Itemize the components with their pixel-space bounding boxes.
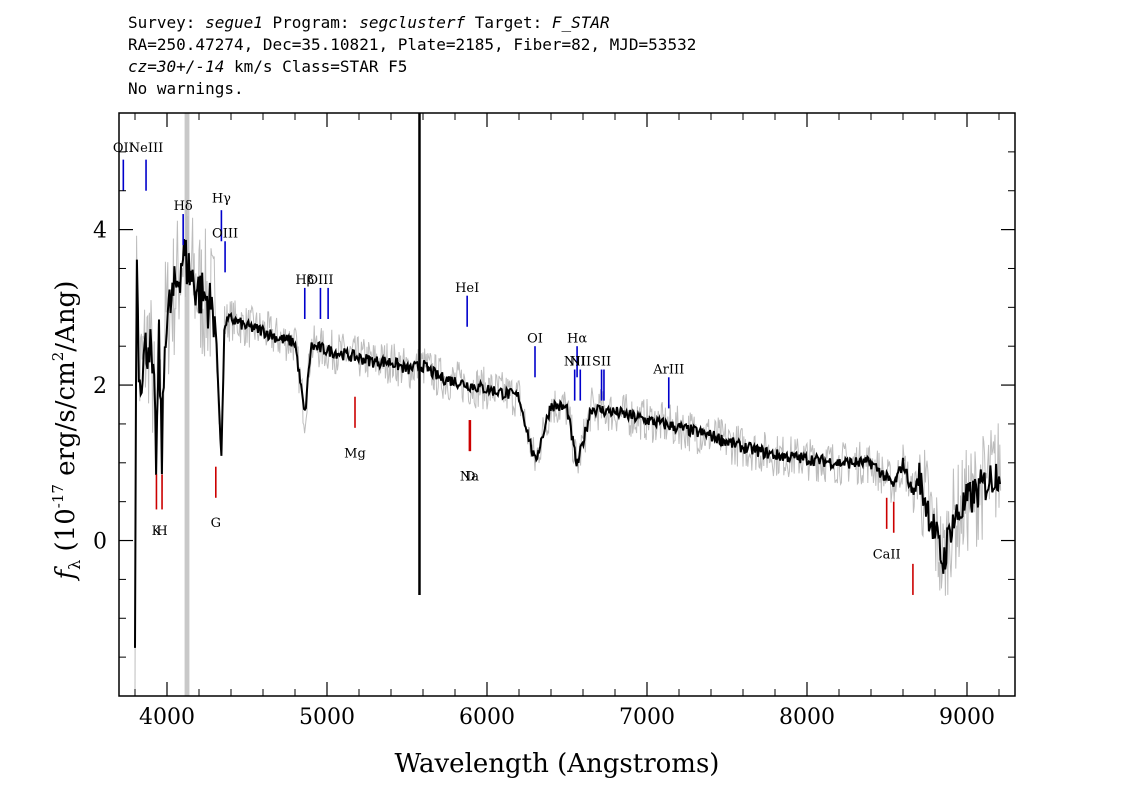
y-axis-label: fλ (10-17 erg/s/cm2/Ang) [49, 281, 84, 582]
spectrum-header: Survey: segue1 Program: segclusterf Targ… [128, 12, 696, 100]
y-axis-label-part-6: /Ang) [51, 281, 81, 352]
y-axis-label-part-4: erg/s/cm [51, 361, 81, 484]
survey-value: segue1 [205, 13, 263, 32]
x-tick-label-5: 9000 [939, 705, 995, 730]
y-tick-label-1: 2 [93, 374, 107, 399]
emission-line-label-13: SII [592, 355, 611, 370]
x-tick-label-0: 4000 [139, 705, 195, 730]
plot-frame [118, 112, 1016, 697]
emission-line-label-0: OII [113, 141, 134, 156]
absorption-line-label-3: Mg [344, 446, 366, 461]
header-line-warnings: No warnings. [128, 79, 244, 98]
y-axis-label-part-3: -17 [49, 484, 67, 508]
header-line-coords: RA=250.47274, Dec=35.10821, Plate=2185, … [128, 35, 697, 54]
absorption-line-label-5: D [465, 470, 475, 485]
program-value: segclusterf [359, 13, 466, 32]
header-line-redshift: cz=30+/-14 km/s Class=STAR F5 [128, 56, 696, 78]
x-tick-label-2: 6000 [459, 705, 515, 730]
flux-model-series [134, 238, 1001, 648]
emission-line-label-15: ArIII [652, 362, 684, 377]
x-tick-label-4: 8000 [779, 705, 835, 730]
y-axis-label-part-1: λ [65, 560, 84, 570]
class-value: km/s Class=STAR F5 [224, 57, 408, 76]
emission-line-label-8: HeI [455, 281, 479, 296]
emission-line-label-1: NeIII [129, 141, 163, 156]
emission-line-label-5: Hβ [295, 273, 314, 288]
absorption-line-label-1: H [156, 524, 167, 539]
emission-line-label-9: OI [527, 331, 543, 346]
flux-noise-series [134, 205, 1002, 693]
x-tick-label-3: 7000 [619, 705, 675, 730]
emission-line-label-6: OIII [307, 273, 333, 288]
program-label: Program: [262, 13, 360, 32]
y-tick-label-2: 4 [93, 219, 107, 244]
masked-band [184, 113, 190, 696]
absorption-line-label-0: K [152, 524, 162, 539]
cz-value: cz=30+/-14 [128, 57, 225, 76]
x-axis-label: Wavelength (Angstroms) [395, 749, 720, 779]
target-label: Target: [465, 13, 552, 32]
x-tick-label-1: 5000 [299, 705, 355, 730]
y-axis-label-part-5: 2 [49, 352, 67, 362]
header-line-survey: Survey: segue1 Program: segclusterf Targ… [128, 12, 696, 34]
absorption-line-label-6: CaII [873, 547, 901, 562]
absorption-line-label-4: Na [460, 470, 479, 485]
target-value: F_STAR [551, 13, 610, 32]
emission-line-label-4: OIII [212, 226, 238, 241]
emission-line-label-3: Hγ [212, 191, 231, 206]
emission-line-label-11: Hα [567, 331, 587, 346]
y-axis-label-part-2: (10 [51, 508, 81, 560]
absorption-line-label-2: G [211, 516, 221, 531]
emission-line-label-2: Hδ [174, 199, 193, 214]
y-tick-label-0: 0 [93, 530, 107, 555]
emission-line-label-12: NII [569, 355, 591, 370]
emission-line-label-10: NII [564, 355, 586, 370]
survey-label: Survey: [128, 13, 206, 32]
